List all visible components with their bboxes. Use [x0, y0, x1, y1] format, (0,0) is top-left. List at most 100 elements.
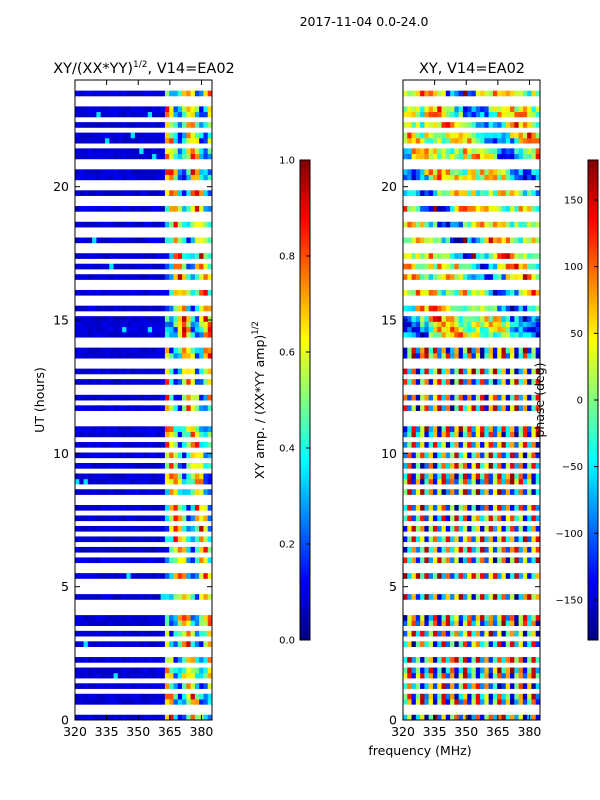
- heatmap-cell: [156, 426, 162, 432]
- heatmap-cell: [488, 504, 494, 511]
- heatmap-cell: [169, 90, 174, 97]
- heatmap-cell: [411, 352, 417, 359]
- heatmap-cell: [424, 546, 430, 553]
- heatmap-cell: [79, 148, 84, 154]
- heatmap-cell: [83, 667, 89, 674]
- heatmap-cell: [527, 132, 532, 139]
- heatmap-cell: [109, 153, 114, 160]
- heatmap-cell: [190, 525, 196, 532]
- heatmap-cell: [420, 615, 425, 621]
- heatmap-cell: [501, 630, 507, 637]
- heatmap-cell: [441, 137, 447, 144]
- heatmap-cell: [535, 253, 540, 259]
- heatmap-cell: [441, 305, 447, 312]
- heatmap-cell: [96, 594, 102, 600]
- heatmap-cell: [109, 148, 114, 154]
- heatmap-cell: [113, 452, 119, 459]
- heatmap-cell: [531, 630, 537, 637]
- heatmap-cell: [122, 463, 127, 469]
- heatmap-cell: [173, 683, 179, 689]
- heatmap-cell: [492, 641, 498, 647]
- heatmap-cell: [190, 573, 196, 579]
- heatmap-cell: [122, 672, 127, 679]
- heatmap-cell: [134, 190, 140, 196]
- left-title-sup: 1/2: [133, 60, 147, 70]
- heatmap-cell: [152, 221, 157, 228]
- heatmap-cell: [199, 442, 204, 448]
- heatmap-cell: [130, 379, 136, 385]
- heatmap-cell: [424, 90, 430, 97]
- heatmap-cell: [475, 368, 481, 375]
- heatmap-cell: [169, 525, 174, 532]
- heatmap-cell: [518, 169, 524, 175]
- heatmap-cell: [505, 478, 511, 485]
- heatmap-cell: [143, 148, 149, 154]
- heatmap-cell: [164, 594, 170, 600]
- heatmap-cell: [497, 672, 502, 679]
- heatmap-cell: [104, 667, 110, 674]
- heatmap-cell: [130, 463, 136, 469]
- heatmap-cell: [432, 426, 438, 432]
- heatmap-cell: [505, 122, 511, 128]
- heatmap-cell: [437, 190, 442, 196]
- heatmap-cell: [475, 683, 481, 689]
- heatmap-cell: [122, 557, 127, 564]
- heatmap-cell: [497, 174, 502, 181]
- heatmap-cell: [147, 442, 153, 448]
- heatmap-cell: [535, 546, 540, 553]
- heatmap-cell: [467, 153, 472, 160]
- heatmap-cell: [117, 253, 123, 259]
- heatmap-cell: [514, 368, 519, 375]
- heatmap-cell: [420, 473, 425, 480]
- heatmap-cell: [480, 153, 485, 160]
- heatmap-cell: [126, 316, 132, 322]
- heatmap-cell: [514, 714, 519, 720]
- heatmap-cell: [492, 274, 498, 280]
- heatmap-cell: [134, 714, 140, 720]
- heatmap-cell: [462, 347, 468, 354]
- heatmap-cell: [173, 489, 179, 495]
- heatmap-cell: [126, 263, 132, 270]
- heatmap-cell: [501, 274, 507, 280]
- heatmap-cell: [501, 331, 507, 338]
- heatmap-cell: [441, 672, 447, 679]
- heatmap-cell: [139, 557, 144, 564]
- heatmap-cell: [186, 473, 191, 480]
- heatmap-cell: [92, 331, 97, 338]
- heatmap-cell: [156, 478, 162, 485]
- heatmap-cell: [450, 557, 455, 564]
- heatmap-cell: [420, 442, 425, 448]
- heatmap-cell: [126, 630, 132, 637]
- heatmap-cell: [535, 305, 540, 312]
- heatmap-cell: [199, 620, 204, 626]
- heatmap-cell: [160, 394, 166, 401]
- heatmap-cell: [462, 368, 468, 375]
- heatmap-cell: [182, 331, 187, 338]
- x-axis-label: frequency (MHz): [368, 743, 471, 758]
- heatmap-cell: [445, 111, 451, 118]
- heatmap-cell: [475, 504, 481, 511]
- heatmap-cell: [471, 148, 477, 154]
- heatmap-cell: [190, 174, 196, 181]
- heatmap-cell: [424, 714, 430, 720]
- heatmap-cell: [190, 504, 196, 511]
- heatmap-cell: [156, 620, 162, 626]
- heatmap-cell: [480, 594, 485, 600]
- heatmap-cell: [109, 331, 114, 338]
- heatmap-cell: [160, 693, 166, 700]
- heatmap-cell: [492, 431, 498, 438]
- heatmap-cell: [411, 452, 417, 459]
- heatmap-cell: [126, 536, 132, 543]
- heatmap-cell: [164, 478, 170, 485]
- heatmap-cell: [522, 620, 528, 626]
- heatmap-cell: [122, 452, 127, 459]
- heatmap-cell: [126, 693, 132, 700]
- heatmap-cell: [518, 515, 524, 522]
- heatmap-cell: [96, 132, 102, 139]
- heatmap-cell: [104, 536, 110, 543]
- heatmap-cell: [428, 489, 434, 495]
- heatmap-cell: [104, 153, 110, 160]
- heatmap-cell: [169, 347, 174, 354]
- heatmap-cell: [130, 405, 136, 411]
- heatmap-cell: [117, 641, 123, 647]
